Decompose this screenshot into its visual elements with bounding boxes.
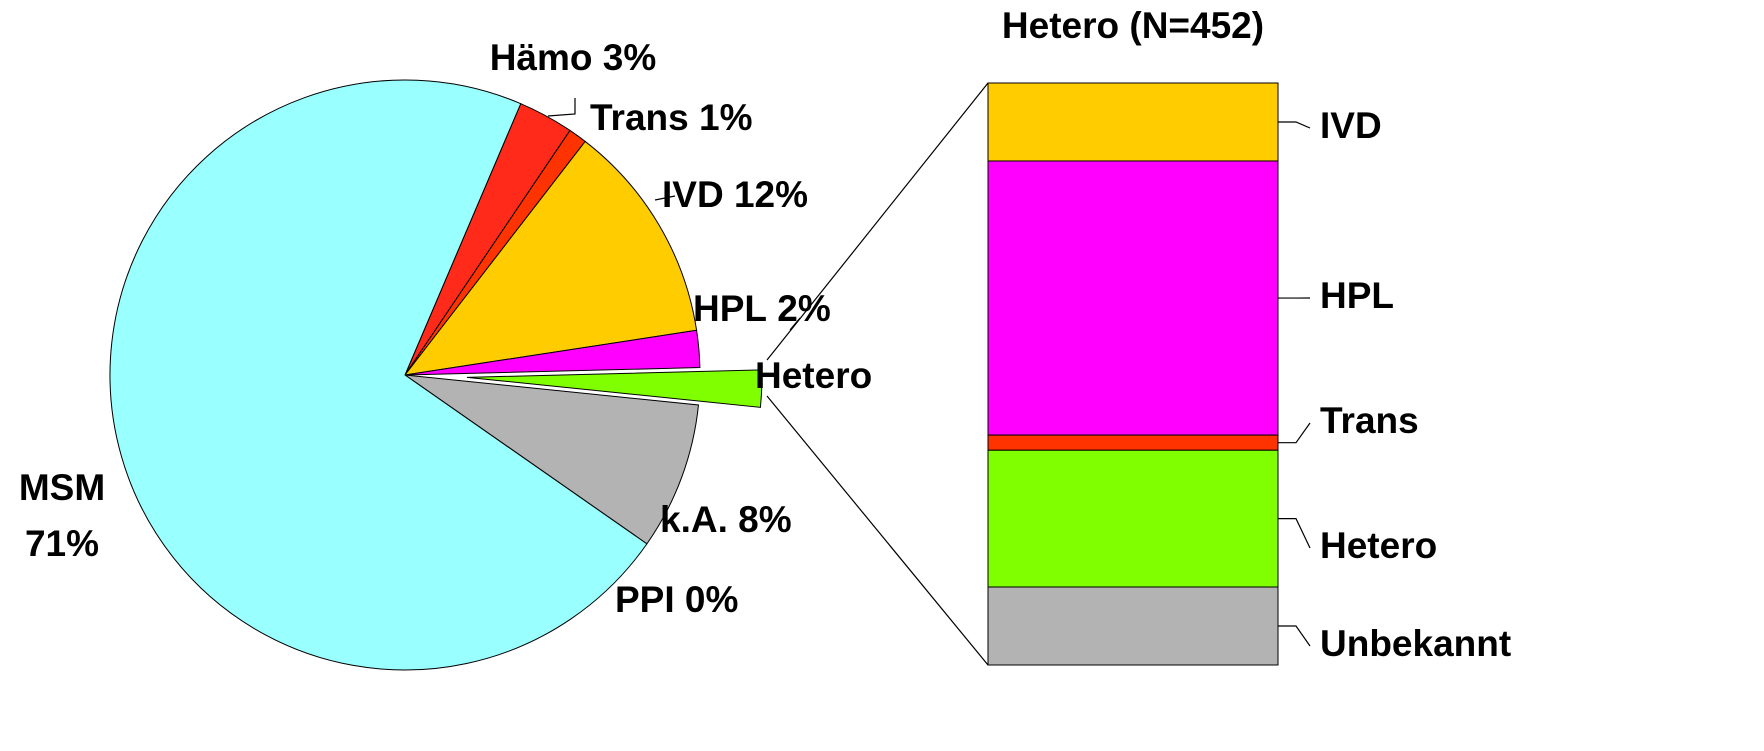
pie-slice bbox=[404, 329, 701, 376]
slice-label: PPI 0% bbox=[615, 579, 738, 620]
pie-slice bbox=[403, 140, 698, 376]
slice-label: HPL 2% bbox=[693, 288, 831, 329]
slice-value: 12% bbox=[734, 174, 808, 215]
segment-label: HPL bbox=[1320, 275, 1394, 316]
leader-line bbox=[1278, 121, 1311, 129]
bar-segment bbox=[987, 449, 1279, 588]
bar-segment bbox=[987, 586, 1279, 666]
slice-label: k.A. 8% bbox=[660, 499, 792, 540]
slice-name: IVD bbox=[662, 174, 724, 215]
bar-segment bbox=[987, 434, 1279, 451]
slice-space bbox=[689, 97, 699, 138]
slice-label: IVD 12% bbox=[662, 174, 808, 215]
pie-slice bbox=[109, 79, 648, 671]
slice-value: 1% bbox=[699, 97, 752, 138]
pie-slice bbox=[403, 374, 700, 545]
slice-value: 71% bbox=[25, 523, 99, 564]
slice-name: Hetero bbox=[755, 355, 872, 396]
slice-name: Trans bbox=[590, 97, 689, 138]
bar-segment bbox=[987, 82, 1279, 162]
segment-label: Trans bbox=[1320, 400, 1419, 441]
slice-value: 2% bbox=[777, 288, 830, 329]
slice-space bbox=[724, 174, 734, 215]
segment-label: Hetero bbox=[1320, 525, 1437, 566]
slice-name: PPI bbox=[615, 579, 675, 620]
slice-value: 3% bbox=[603, 37, 656, 78]
slice-space bbox=[675, 579, 685, 620]
slice-name: Hämo bbox=[490, 37, 593, 78]
slice-value: 0% bbox=[685, 579, 738, 620]
slice-space bbox=[593, 37, 603, 78]
leader-line bbox=[1278, 518, 1311, 549]
slice-label: MSM 71% bbox=[19, 467, 105, 564]
segment-label: IVD bbox=[1320, 105, 1382, 146]
leader-line bbox=[1278, 625, 1311, 647]
bar-title: Hetero (N=452) bbox=[1002, 5, 1264, 46]
slice-space bbox=[767, 288, 777, 329]
slice-name: HPL bbox=[693, 288, 767, 329]
leader-line bbox=[1278, 422, 1311, 444]
leader-line bbox=[654, 195, 676, 201]
slice-label: Trans 1% bbox=[590, 97, 752, 138]
slice-name: k.A. bbox=[660, 499, 728, 540]
segment-label: Unbekannt bbox=[1320, 623, 1511, 664]
slice-value: 8% bbox=[738, 499, 791, 540]
connector-line bbox=[766, 82, 989, 361]
leader-line bbox=[547, 98, 576, 117]
slice-label: Hämo 3% bbox=[490, 37, 657, 78]
connector-line bbox=[766, 395, 989, 666]
bar-segment bbox=[987, 160, 1279, 436]
pie-slice bbox=[466, 369, 763, 408]
slice-space bbox=[728, 499, 738, 540]
slice-name: MSM bbox=[19, 467, 105, 508]
slice-label: Hetero bbox=[755, 355, 872, 396]
